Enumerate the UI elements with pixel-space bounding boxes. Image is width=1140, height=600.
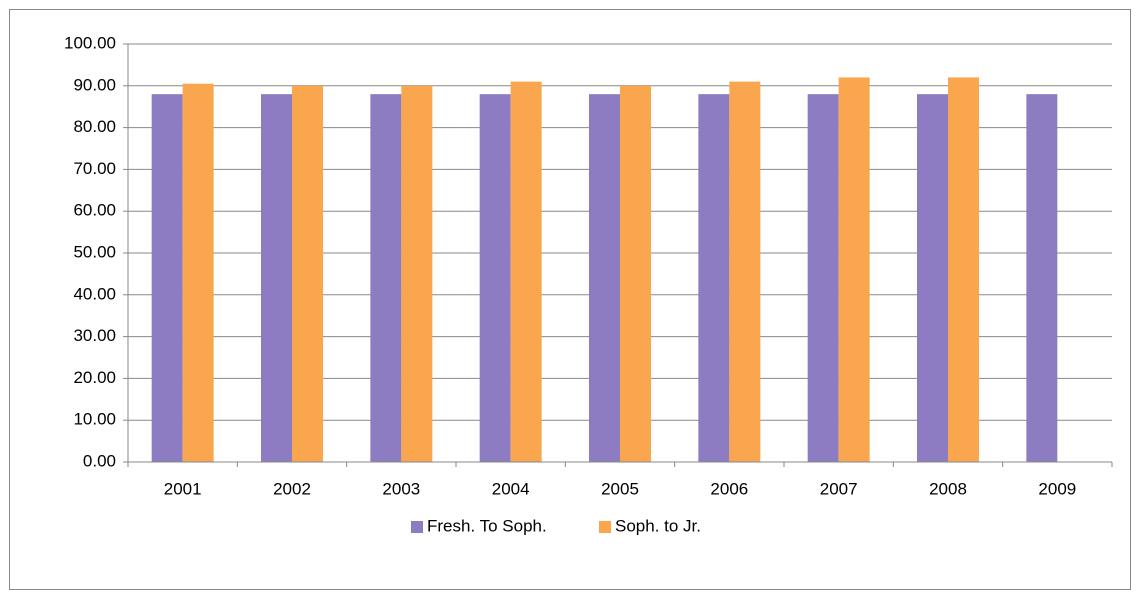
bar xyxy=(729,81,761,463)
bar xyxy=(807,94,839,462)
bar xyxy=(370,94,402,462)
y-tick-label: 40.00 xyxy=(73,284,116,303)
bar xyxy=(151,94,183,462)
bar xyxy=(1026,94,1058,462)
x-tick-label: 2003 xyxy=(382,479,420,498)
bar xyxy=(261,94,292,462)
legend-swatch xyxy=(411,521,423,533)
y-tick-label: 60.00 xyxy=(73,201,116,220)
bar xyxy=(917,94,948,462)
bar xyxy=(838,77,870,462)
bar xyxy=(182,83,214,463)
legend-label: Soph. to Jr. xyxy=(615,516,701,535)
bar xyxy=(620,85,651,463)
y-tick-label: 30.00 xyxy=(73,326,116,345)
x-tick-label: 2009 xyxy=(1038,479,1076,498)
legend-swatch xyxy=(599,521,611,533)
x-tick-label: 2002 xyxy=(273,479,311,498)
x-tick-label: 2001 xyxy=(164,479,202,498)
bar xyxy=(948,77,979,462)
y-tick-label: 100.00 xyxy=(64,33,116,52)
y-tick-label: 90.00 xyxy=(73,75,116,94)
bar xyxy=(401,85,433,463)
bar xyxy=(479,94,511,462)
y-tick-label: 70.00 xyxy=(73,159,116,178)
bar xyxy=(589,94,620,462)
x-tick-label: 2007 xyxy=(820,479,858,498)
x-tick-label: 2004 xyxy=(492,479,530,498)
y-tick-label: 20.00 xyxy=(73,368,116,387)
bar xyxy=(698,94,730,462)
x-tick-label: 2006 xyxy=(710,479,748,498)
x-tick-label: 2005 xyxy=(601,479,639,498)
y-tick-label: 50.00 xyxy=(73,242,116,261)
y-tick-label: 80.00 xyxy=(73,117,116,136)
bar xyxy=(510,81,542,463)
y-tick-label: 10.00 xyxy=(73,410,116,429)
legend-label: Fresh. To Soph. xyxy=(427,516,547,535)
y-tick-label: 0.00 xyxy=(83,451,116,470)
bar xyxy=(292,85,323,463)
x-tick-label: 2008 xyxy=(929,479,967,498)
